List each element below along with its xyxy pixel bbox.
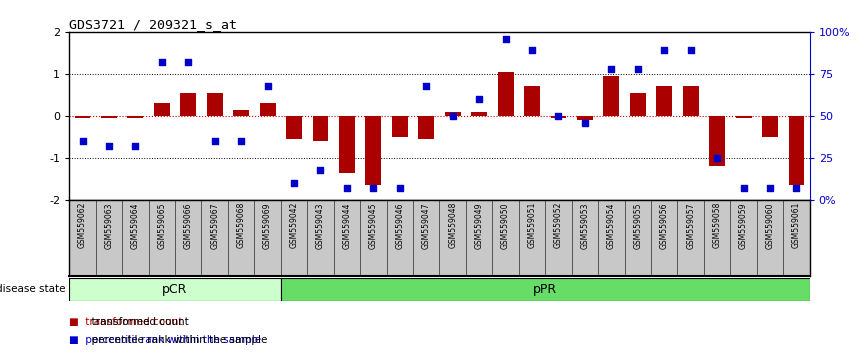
Bar	[551, 116, 566, 118]
Bar	[74, 116, 90, 118]
Point	[763, 185, 777, 191]
Point	[366, 185, 380, 191]
Text: GSM559067: GSM559067	[210, 202, 219, 249]
Bar	[127, 116, 143, 118]
Bar	[498, 72, 514, 116]
Text: GSM559050: GSM559050	[501, 202, 510, 249]
Text: ■  percentile rank within the sample: ■ percentile rank within the sample	[69, 335, 262, 345]
Text: GSM559048: GSM559048	[449, 202, 457, 249]
Text: GSM559053: GSM559053	[580, 202, 590, 249]
Point	[234, 138, 248, 144]
Text: GSM559057: GSM559057	[686, 202, 695, 249]
Bar	[524, 86, 540, 116]
Text: GSM559054: GSM559054	[607, 202, 616, 249]
Point	[419, 83, 433, 88]
Bar	[339, 116, 355, 172]
Bar	[762, 116, 778, 137]
Text: GSM559049: GSM559049	[475, 202, 483, 249]
Bar	[656, 86, 672, 116]
Text: GSM559046: GSM559046	[396, 202, 404, 249]
Point	[288, 180, 301, 186]
Point	[155, 59, 169, 65]
Bar	[69, 278, 281, 301]
Point	[578, 120, 591, 125]
Text: GSM559058: GSM559058	[713, 202, 721, 249]
Bar	[418, 116, 434, 139]
Point	[340, 185, 354, 191]
Point	[75, 138, 89, 144]
Text: GDS3721 / 209321_s_at: GDS3721 / 209321_s_at	[69, 18, 237, 31]
Point	[181, 59, 195, 65]
Text: pPR: pPR	[533, 283, 558, 296]
Point	[684, 47, 698, 53]
Point	[604, 66, 618, 72]
Text: disease state: disease state	[0, 284, 65, 295]
Point	[208, 138, 222, 144]
Point	[525, 47, 539, 53]
Point	[499, 36, 513, 41]
Point	[261, 83, 275, 88]
Text: GSM559066: GSM559066	[184, 202, 193, 249]
Point	[128, 143, 142, 149]
Bar	[365, 116, 381, 185]
Text: GSM559051: GSM559051	[527, 202, 537, 249]
Text: GSM559063: GSM559063	[105, 202, 113, 249]
Bar	[313, 116, 328, 141]
Point	[710, 155, 724, 161]
Text: GSM559065: GSM559065	[158, 202, 166, 249]
Bar	[604, 76, 619, 116]
Bar	[233, 109, 249, 116]
Bar	[471, 112, 487, 116]
Text: GSM559043: GSM559043	[316, 202, 325, 249]
Point	[472, 96, 486, 102]
Point	[737, 185, 751, 191]
Text: GSM559061: GSM559061	[792, 202, 801, 249]
Text: GSM559052: GSM559052	[554, 202, 563, 249]
Text: GSM559055: GSM559055	[633, 202, 643, 249]
Text: GSM559047: GSM559047	[422, 202, 430, 249]
Text: GSM559056: GSM559056	[660, 202, 669, 249]
Point	[790, 185, 804, 191]
Text: GSM559064: GSM559064	[131, 202, 140, 249]
Text: percentile rank within the sample: percentile rank within the sample	[85, 335, 268, 345]
Bar	[207, 93, 223, 116]
Point	[657, 47, 671, 53]
Bar	[682, 86, 699, 116]
Bar	[445, 112, 461, 116]
Bar	[709, 116, 725, 166]
Bar	[392, 116, 408, 137]
Bar	[154, 103, 170, 116]
Text: GSM559060: GSM559060	[766, 202, 774, 249]
Point	[552, 113, 565, 119]
Bar	[281, 278, 810, 301]
Bar	[789, 116, 805, 185]
Text: transformed count: transformed count	[85, 317, 189, 327]
Text: pCR: pCR	[162, 283, 188, 296]
Text: GSM559068: GSM559068	[236, 202, 246, 249]
Bar	[180, 93, 197, 116]
Bar	[260, 103, 275, 116]
Text: GSM559044: GSM559044	[342, 202, 352, 249]
Point	[446, 113, 460, 119]
Point	[631, 66, 645, 72]
Bar	[286, 116, 302, 139]
Bar	[577, 116, 593, 120]
Text: GSM559045: GSM559045	[369, 202, 378, 249]
Point	[102, 143, 116, 149]
Point	[393, 185, 407, 191]
Text: GSM559069: GSM559069	[263, 202, 272, 249]
Text: GSM559062: GSM559062	[78, 202, 87, 249]
Bar	[630, 93, 646, 116]
Bar	[101, 116, 117, 118]
Text: GSM559059: GSM559059	[739, 202, 748, 249]
Text: GSM559042: GSM559042	[289, 202, 299, 249]
Point	[313, 167, 327, 172]
Text: ■  transformed count: ■ transformed count	[69, 317, 183, 327]
Bar	[736, 116, 752, 118]
